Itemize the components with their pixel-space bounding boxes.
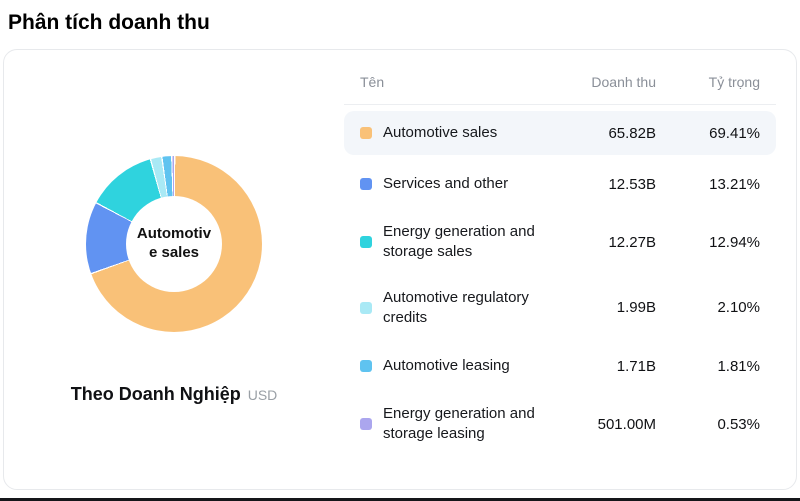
table-header: Tên Doanh thu Tỷ trọng [344, 68, 776, 105]
row-swatch [360, 178, 372, 190]
row-name: Services and other [383, 174, 509, 192]
header-share: Tỷ trọng [708, 74, 760, 90]
row-swatch [360, 236, 372, 249]
row-swatch [360, 301, 372, 314]
row-name: Energy generation and storage sales [383, 223, 535, 261]
table-row[interactable]: Automotive sales 65.82B 69.41% [344, 111, 776, 155]
page-title: Phân tích doanh thu [8, 11, 210, 34]
table-row[interactable]: Services and other 12.53B 13.21% [344, 162, 776, 206]
chart-footer: Theo Doanh Nghiệp USD [71, 384, 278, 405]
row-share: 13.21% [709, 175, 760, 193]
chart-footer-unit: USD [247, 387, 278, 403]
row-share: 69.41% [709, 124, 760, 142]
row-name: Automotive regulatory credits [383, 288, 529, 326]
donut-chart-section: Automotiv e sales Theo Doanh Nghiệp USD [4, 50, 344, 489]
table-row[interactable]: Energy generation and storage leasing 50… [344, 395, 776, 454]
window-bottom-edge [0, 498, 800, 501]
row-revenue: 12.53B [608, 175, 656, 193]
row-revenue: 65.82B [608, 124, 656, 142]
table-body: Automotive sales 65.82B 69.41% Services … [344, 111, 776, 461]
row-swatch [360, 127, 372, 139]
table-row[interactable]: Automotive regulatory credits 1.99B 2.10… [344, 279, 776, 338]
row-name: Automotive leasing [383, 356, 510, 374]
row-share: 0.53% [717, 415, 760, 433]
header-name: Tên [360, 74, 385, 90]
row-revenue: 1.99B [616, 299, 656, 317]
row-swatch [360, 418, 372, 431]
row-revenue: 1.71B [616, 357, 656, 375]
donut-chart[interactable]: Automotiv e sales [86, 156, 262, 332]
row-name: Energy generation and storage leasing [383, 405, 535, 443]
revenue-card: Automotiv e sales Theo Doanh Nghiệp USD T… [3, 49, 797, 490]
row-swatch [360, 360, 372, 372]
chart-footer-label: Theo Doanh Nghiệp [70, 384, 241, 404]
row-revenue: 501.00M [597, 415, 656, 433]
legend-table: Tên Doanh thu Tỷ trọng Automotive sales … [344, 50, 796, 489]
table-row[interactable]: Energy generation and storage sales 12.2… [344, 213, 776, 272]
header-revenue: Doanh thu [591, 74, 656, 90]
row-share: 2.10% [717, 299, 760, 317]
row-share: 12.94% [709, 233, 760, 251]
row-name: Automotive sales [383, 123, 498, 141]
row-revenue: 12.27B [608, 233, 656, 251]
donut-center-label: Automotiv e sales [136, 225, 212, 261]
donut-hole: Automotiv e sales [126, 196, 222, 292]
row-share: 1.81% [717, 357, 760, 375]
table-row[interactable]: Automotive leasing 1.71B 1.81% [344, 344, 776, 388]
